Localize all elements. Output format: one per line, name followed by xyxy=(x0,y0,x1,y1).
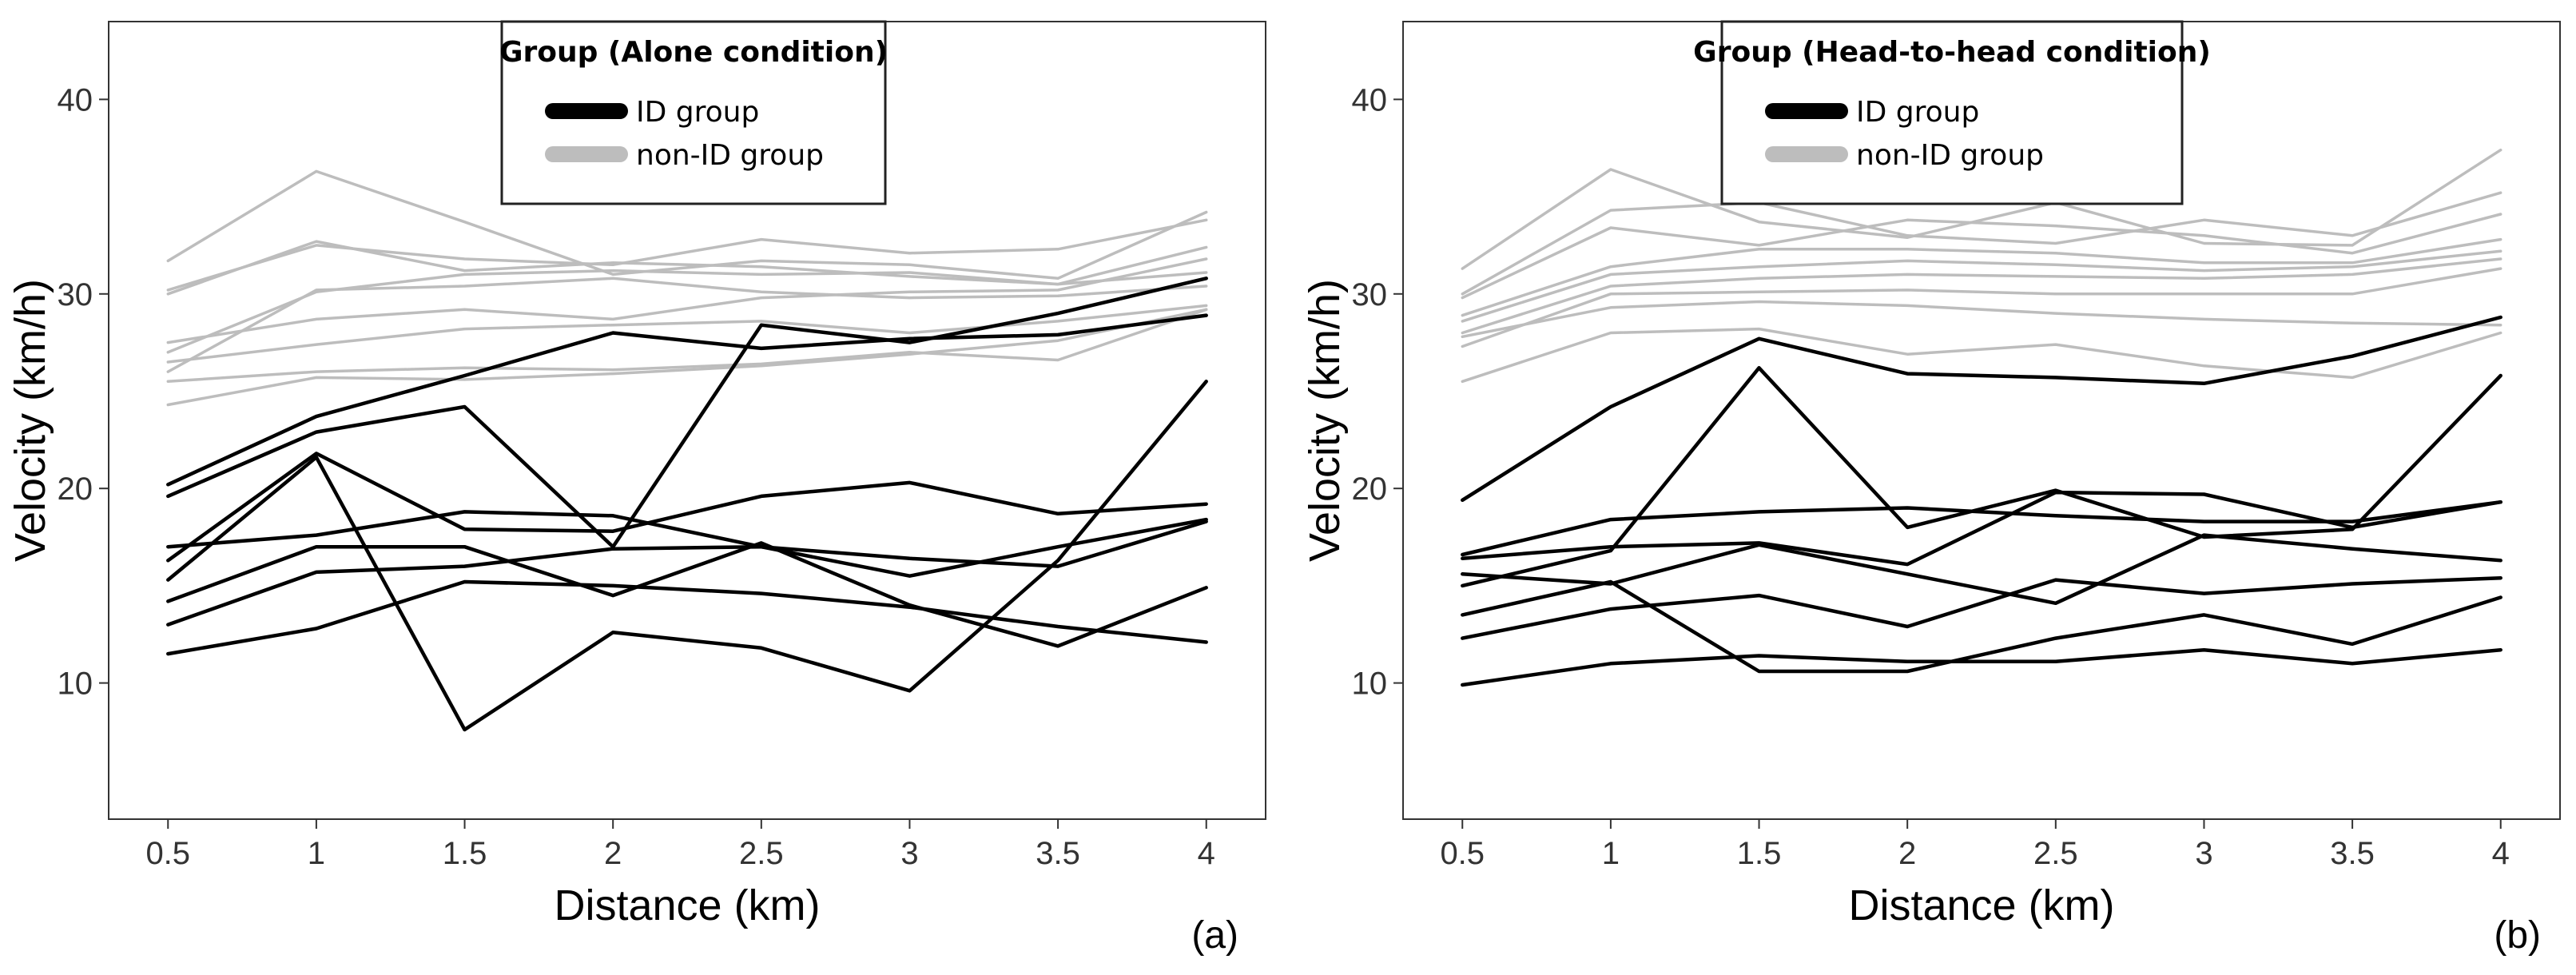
legend-label: non-ID group xyxy=(1856,139,2044,172)
id-series-line-1-12 xyxy=(166,510,1208,568)
y-tick-label: 20 xyxy=(58,472,93,507)
id-series-line-2-17 xyxy=(1461,647,2502,687)
x-tick-label: 2 xyxy=(604,836,622,871)
x-axis-title: Distance (km) xyxy=(1848,881,2114,929)
legend-label: non-ID group xyxy=(636,139,824,172)
x-tick-label: 2.5 xyxy=(2033,836,2078,871)
id-series-line-1-11 xyxy=(166,277,1208,549)
y-tick-label: 10 xyxy=(58,667,93,702)
x-tick-label: 1.5 xyxy=(1737,836,1782,871)
non-id-series-line-2-5 xyxy=(1461,249,2502,323)
non-id-series-line-2-6 xyxy=(1461,257,2502,335)
legend-label: ID group xyxy=(1856,96,1979,129)
y-tick-label: 30 xyxy=(1352,277,1388,312)
x-tick-label: 2.5 xyxy=(739,836,784,871)
id-series-line-2-10 xyxy=(1461,315,2502,503)
x-tick-label: 4 xyxy=(2492,836,2510,871)
non-id-series-line-1-8 xyxy=(166,308,1208,384)
legend-label: ID group xyxy=(636,96,759,129)
y-tick-label: 40 xyxy=(1352,82,1388,117)
id-series-line-1-10 xyxy=(166,313,1208,487)
id-series-line-1-16 xyxy=(166,517,1208,627)
id-series-line-1-17 xyxy=(166,579,1208,656)
x-tick-label: 3 xyxy=(900,836,918,871)
non-id-series-line-2-2 xyxy=(1461,191,2502,296)
non-id-series-line-2-8 xyxy=(1461,300,2502,339)
id-series-line-1-13 xyxy=(166,452,1208,563)
x-tick-label: 1 xyxy=(1602,836,1620,871)
x-tick-label: 1 xyxy=(308,836,325,871)
id-series-line-2-12 xyxy=(1461,490,2502,567)
non-id-series-line-1-1 xyxy=(166,169,1208,281)
id-series-line-2-14 xyxy=(1461,366,2502,588)
non-id-series-line-2-7 xyxy=(1461,267,2502,348)
x-tick-label: 3.5 xyxy=(2330,836,2375,871)
x-tick-label: 3.5 xyxy=(1036,836,1080,871)
x-tick-label: 0.5 xyxy=(145,836,190,871)
y-axis-title: Velocity (km/h) xyxy=(6,279,54,562)
id-series-line-1-15 xyxy=(166,541,1208,648)
x-axis-title: Distance (km) xyxy=(554,881,820,929)
legend-title: Group (Alone condition) xyxy=(499,36,888,69)
y-tick-label: 20 xyxy=(1352,472,1388,507)
x-tick-label: 2 xyxy=(1898,836,1916,871)
x-tick-label: 0.5 xyxy=(1440,836,1485,871)
non-id-series-line-1-5 xyxy=(166,277,1208,373)
non-id-series-line-1-6 xyxy=(166,257,1208,344)
y-tick-label: 10 xyxy=(1352,667,1388,702)
non-id-series-line-1-7 xyxy=(166,304,1208,364)
y-tick-label: 30 xyxy=(58,277,93,312)
non-id-series-line-1-9 xyxy=(166,308,1208,407)
panel-tag: (b) xyxy=(2494,914,2541,957)
panel-tag: (a) xyxy=(1191,914,1238,957)
non-id-series-line-2-9 xyxy=(1461,327,2502,384)
y-tick-label: 40 xyxy=(58,82,93,117)
non-id-series-line-2-3 xyxy=(1461,213,2502,300)
id-series-line-1-14 xyxy=(166,380,1208,732)
x-tick-label: 4 xyxy=(1198,836,1215,871)
non-id-series-line-2-4 xyxy=(1461,237,2502,317)
non-id-series-line-2-1 xyxy=(1461,148,2502,270)
x-tick-label: 3 xyxy=(2195,836,2212,871)
id-series-line-2-13 xyxy=(1461,533,2502,606)
y-axis-title: Velocity (km/h) xyxy=(1301,279,1349,562)
legend-title: Group (Head-to-head condition) xyxy=(1693,36,2211,69)
x-tick-label: 1.5 xyxy=(443,836,487,871)
id-series-line-2-15 xyxy=(1461,579,2502,674)
id-series-line-2-16 xyxy=(1461,575,2502,640)
